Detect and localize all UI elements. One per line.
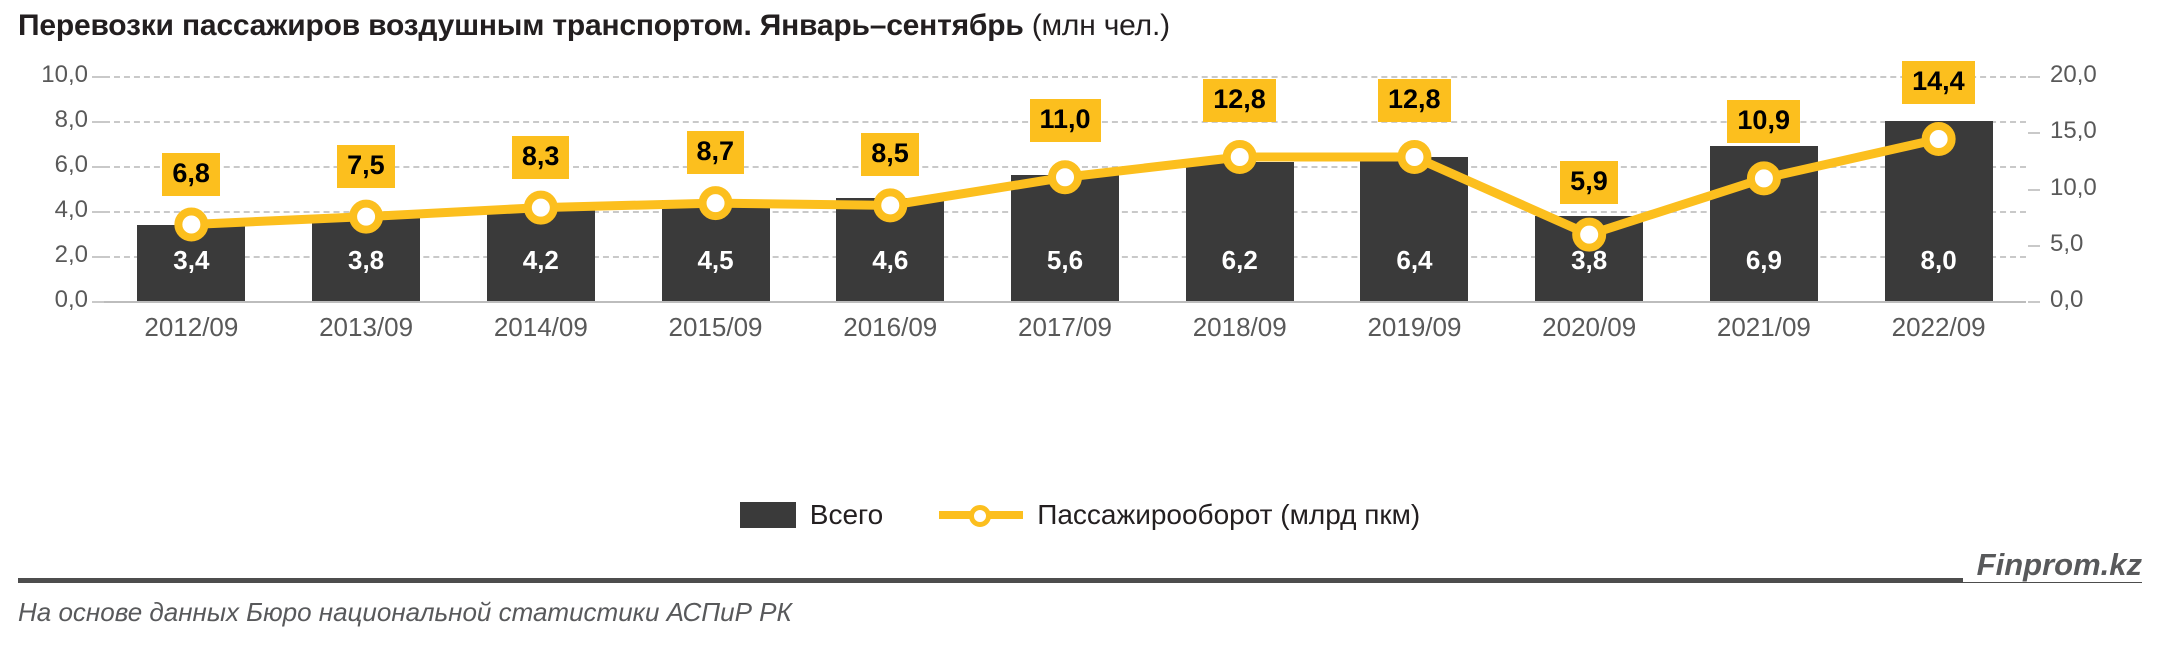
y-axis-left-tick: 6,0 <box>54 151 88 178</box>
legend-item-line[interactable]: Пассажирооборот (млрд пкм) <box>939 500 1420 530</box>
x-axis-tick: 2022/09 <box>1891 312 1986 342</box>
x-axis-tick: 2019/09 <box>1367 312 1462 342</box>
x-axis-tick: 2012/09 <box>144 312 239 342</box>
bar-value-label: 6,4 <box>1396 245 1433 275</box>
line-value-label: 12,8 <box>1377 79 1451 122</box>
bar[interactable] <box>1185 161 1294 301</box>
bar-value-label: 4,6 <box>872 245 909 275</box>
bar-value-label: 6,2 <box>1221 245 1258 275</box>
y-axis-left-tick: 4,0 <box>54 196 88 223</box>
y-axis-right-tick-mark <box>2028 244 2040 247</box>
line-value-label: 7,5 <box>337 144 395 188</box>
x-axis-tick: 2013/09 <box>319 312 414 342</box>
y-axis-left-tick-mark <box>92 76 104 78</box>
bar-value-label: 3,8 <box>1571 245 1608 275</box>
y-axis-right-tick-mark <box>2028 132 2040 135</box>
bar-swatch-icon <box>739 502 796 528</box>
y-axis-right-tick: 5,0 <box>2050 229 2084 257</box>
y-axis-right-tick: 0,0 <box>2050 286 2084 313</box>
bar-value-label: 5,6 <box>1046 245 1084 275</box>
y-axis-right-tick-mark <box>2028 76 2040 78</box>
y-axis-left-tick-mark <box>92 256 104 258</box>
page-title-units: (млн чел.) <box>1023 9 1170 42</box>
bar[interactable] <box>1011 175 1119 301</box>
legend-label-bars: Всего <box>809 499 884 530</box>
y-axis-left-tick-mark <box>92 301 104 303</box>
x-axis-tick: 2020/09 <box>1542 312 1637 342</box>
x-axis-tick: 2015/09 <box>668 312 763 342</box>
y-axis-left-tick: 2,0 <box>54 241 88 268</box>
line-value-label: 8,5 <box>861 133 919 177</box>
line-marker-icon <box>939 502 1024 528</box>
y-axis-left-tick: 8,0 <box>54 106 88 133</box>
y-axis-left-tick-mark <box>92 121 104 123</box>
x-axis-tick: 2018/09 <box>1192 312 1287 342</box>
line-value-label: 14,4 <box>1902 61 1975 104</box>
bar-value-label: 3,4 <box>173 245 210 275</box>
line-value-label: 8,3 <box>511 135 570 179</box>
bar-value-label: 3,8 <box>348 245 385 275</box>
y-axis-right-tick: 15,0 <box>2050 117 2097 145</box>
gridline <box>104 76 2026 78</box>
y-axis-left-tick-mark <box>92 211 104 213</box>
line-value-label: 11,0 <box>1029 99 1101 143</box>
bar-value-label: 6,9 <box>1745 245 1782 275</box>
line-value-label: 8,7 <box>686 131 745 175</box>
page-title: Перевозки пассажиров воздушным транспорт… <box>18 8 1170 44</box>
bar-value-label: 8,0 <box>1920 245 1957 275</box>
source-note: На основе данных Бюро национальной стати… <box>18 597 792 627</box>
y-axis-right-tick: 20,0 <box>2050 61 2097 88</box>
y-axis-right-tick-mark <box>2028 188 2040 191</box>
chart-legend: Всего Пассажирооборот (млрд пкм) <box>0 500 2160 530</box>
y-axis-left-tick: 10,0 <box>41 61 88 88</box>
bar[interactable] <box>1709 145 1818 301</box>
page-title-main: Перевозки пассажиров воздушным транспорт… <box>18 9 1024 42</box>
y-axis-right-tick: 10,0 <box>2050 173 2097 201</box>
footer-divider <box>18 578 2142 583</box>
legend-item-bars[interactable]: Всего <box>739 499 884 530</box>
x-axis-tick: 2016/09 <box>843 312 938 342</box>
x-axis-tick: 2014/09 <box>493 312 588 342</box>
line-value-label: 12,8 <box>1203 79 1276 122</box>
brand-logo: Finprom.kz <box>1962 548 2142 582</box>
y-axis-left-tick-mark <box>92 166 104 168</box>
line-value-label: 10,9 <box>1727 100 1800 144</box>
axis-baseline <box>104 301 2026 303</box>
bar[interactable] <box>1360 157 1469 301</box>
line-value-label: 6,8 <box>162 152 220 196</box>
bar-value-label: 4,5 <box>697 245 734 275</box>
y-axis-left-tick: 0,0 <box>54 286 88 313</box>
bar-value-label: 4,2 <box>522 245 559 275</box>
x-axis-tick: 2021/09 <box>1716 312 1811 342</box>
y-axis-right-tick-mark <box>2028 301 2040 303</box>
line-value-label: 5,9 <box>1560 160 1618 204</box>
x-axis-tick: 2017/09 <box>1017 312 1112 342</box>
legend-label-line: Пассажирооборот (млрд пкм) <box>1037 499 1421 530</box>
